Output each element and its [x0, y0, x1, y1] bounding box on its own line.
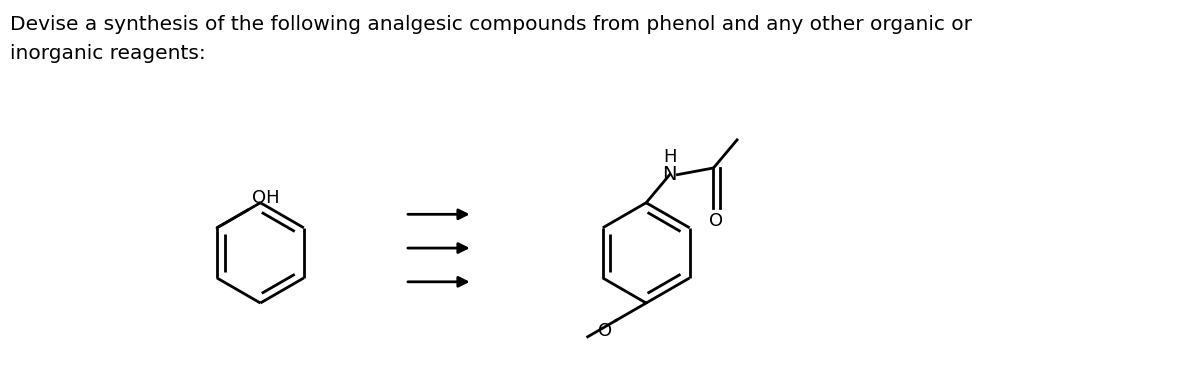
Text: Devise a synthesis of the following analgesic compounds from phenol and any othe: Devise a synthesis of the following anal…	[10, 15, 972, 34]
Text: O: O	[598, 322, 612, 340]
Text: inorganic reagents:: inorganic reagents:	[10, 44, 205, 63]
Text: O: O	[709, 212, 724, 230]
Text: H: H	[662, 148, 677, 166]
Text: N: N	[662, 165, 677, 184]
Text: OH: OH	[252, 188, 280, 206]
